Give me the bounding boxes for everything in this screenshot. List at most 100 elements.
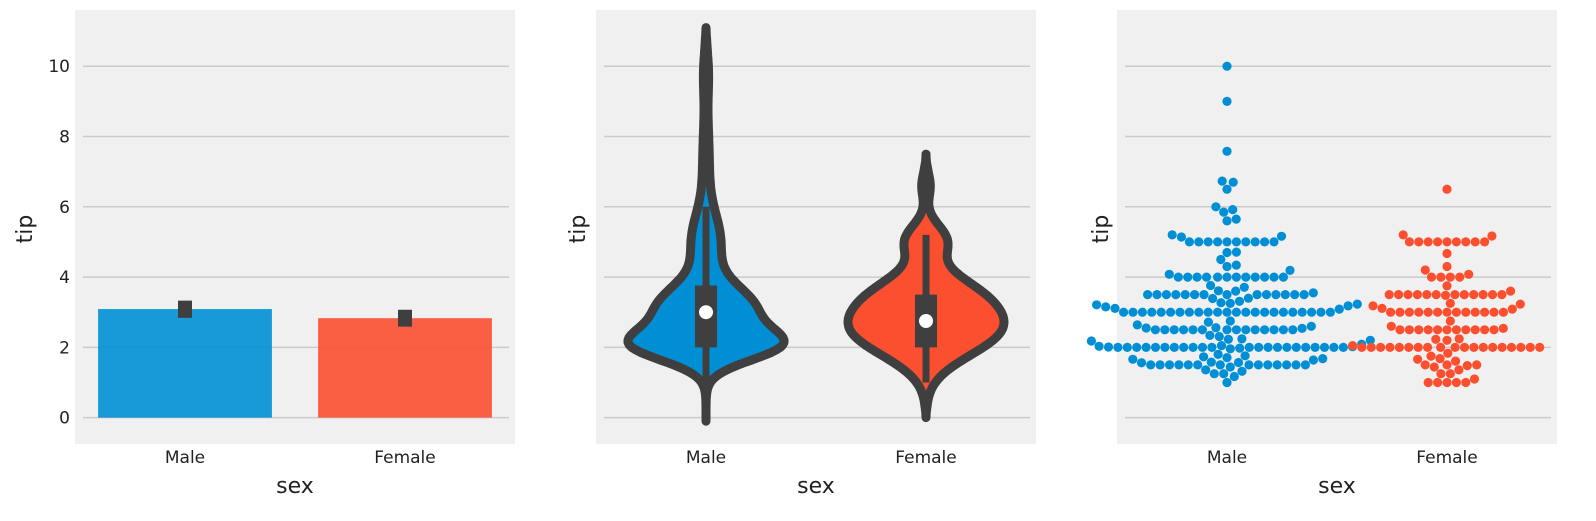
- y-axis-label: tip: [566, 215, 591, 244]
- swarm-point-female: [1442, 335, 1452, 345]
- swarm-point-female: [1462, 361, 1472, 371]
- swarm-point-male: [1141, 323, 1151, 333]
- swarm-point-male: [1269, 307, 1279, 317]
- swarm-point-male: [1291, 360, 1301, 370]
- swarm-point-female: [1480, 307, 1490, 317]
- swarm-point-female: [1436, 272, 1446, 282]
- swarm-point-male: [1175, 307, 1185, 317]
- swarm-point-female: [1394, 342, 1404, 352]
- x-axis-label: sex: [1318, 474, 1356, 499]
- swarm-point-male: [1237, 366, 1247, 376]
- swarm-point-male: [1206, 357, 1216, 367]
- swarm-point-male: [1201, 272, 1212, 282]
- swarm-point-female: [1454, 365, 1464, 375]
- swarm-point-male: [1278, 272, 1288, 282]
- swarm-point-male: [1205, 330, 1215, 340]
- swarm-point-male: [1207, 342, 1217, 352]
- swarm-point-male: [1250, 307, 1260, 317]
- swarm-point-female: [1442, 307, 1452, 317]
- swarm-point-male: [1171, 290, 1181, 300]
- swarm-point-female: [1414, 325, 1424, 335]
- swarm-point-male: [1338, 342, 1348, 352]
- swarm-point-male: [1301, 342, 1311, 352]
- swarm-point-male: [1231, 325, 1241, 335]
- swarm-point-male: [1269, 237, 1279, 247]
- swarm-point-female: [1487, 290, 1498, 300]
- swarm-point-male: [1166, 307, 1176, 317]
- median-point-male: [699, 305, 713, 320]
- swarm-point-female: [1445, 272, 1455, 282]
- swarm-point-male: [1222, 146, 1232, 156]
- swarm-point-female: [1395, 307, 1405, 317]
- swarm-point-male: [1319, 342, 1330, 352]
- swarm-point-female: [1412, 290, 1422, 300]
- swarm-point-male: [1141, 342, 1151, 352]
- swarm-point-male: [1278, 325, 1288, 335]
- swarm-point-female: [1469, 374, 1480, 384]
- swarm-point-female: [1461, 377, 1471, 388]
- swarm-point-male: [1113, 342, 1123, 352]
- swarm-point-male: [1225, 344, 1235, 354]
- swarm-point-female: [1480, 237, 1490, 247]
- panel-3: Male Female sex tip: [1086, 10, 1557, 499]
- swarm-point-male: [1203, 317, 1213, 327]
- swarm-point-male: [1300, 360, 1310, 370]
- swarm-point-male: [1222, 325, 1232, 335]
- swarm-point-female: [1385, 342, 1395, 352]
- swarm-point-male: [1231, 307, 1241, 317]
- swarm-point-male: [1225, 298, 1235, 308]
- swarm-point-female: [1384, 290, 1394, 300]
- swarm-point-female: [1445, 369, 1455, 379]
- swarm-point-male: [1211, 202, 1221, 212]
- swarm-point-male: [1252, 290, 1262, 300]
- swarm-point-male: [1222, 216, 1232, 226]
- swarm-point-male: [1094, 341, 1104, 351]
- swarm-point-female: [1429, 362, 1439, 372]
- y-tick-label: 10: [48, 57, 70, 77]
- swarm-point-male: [1261, 290, 1272, 300]
- swarm-point-female: [1469, 342, 1479, 352]
- swarm-point-male: [1119, 307, 1129, 317]
- swarm-point-male: [1291, 342, 1301, 352]
- bar-female: [318, 318, 492, 418]
- swarm-point-male: [1147, 307, 1157, 317]
- swarm-point-male: [1197, 325, 1207, 335]
- swarm-point-female: [1506, 342, 1517, 352]
- swarm-point-female: [1470, 237, 1480, 247]
- swarm-point-male: [1260, 307, 1270, 317]
- swarm-point-male: [1209, 369, 1219, 379]
- swarm-point-female: [1414, 237, 1424, 247]
- swarm-point-male: [1278, 307, 1288, 317]
- swarm-point-male: [1122, 342, 1132, 352]
- y-tick-label: 2: [59, 338, 70, 358]
- swarm-point-male: [1197, 342, 1208, 352]
- swarm-point-male: [1201, 365, 1211, 375]
- y-tick-label: 0: [59, 409, 70, 429]
- swarm-point-male: [1329, 342, 1339, 352]
- swarm-point-female: [1454, 334, 1464, 344]
- swarm-point-male: [1086, 336, 1096, 346]
- swarm-point-female: [1394, 290, 1404, 300]
- swarm-point-male: [1188, 325, 1198, 335]
- swarm-point-male: [1308, 288, 1318, 298]
- swarm-point-male: [1136, 358, 1147, 368]
- median-point-female: [919, 314, 933, 329]
- swarm-point-male: [1176, 232, 1186, 242]
- swarm-point-male: [1237, 334, 1247, 344]
- swarm-point-female: [1443, 348, 1453, 358]
- swarm-point-male: [1334, 304, 1344, 314]
- swarm-point-male: [1231, 247, 1241, 257]
- x-tick-label-male: Male: [165, 448, 205, 468]
- swarm-point-male: [1282, 342, 1292, 352]
- swarm-point-male: [1250, 325, 1260, 335]
- swarm-point-male: [1222, 261, 1232, 272]
- swarm-point-male: [1203, 307, 1213, 317]
- swarm-point-male: [1150, 325, 1160, 335]
- swarm-point-female: [1478, 342, 1488, 352]
- panel-2: Male Female sex tip: [566, 10, 1036, 499]
- swarm-point-female: [1366, 342, 1376, 352]
- swarm-point-male: [1244, 342, 1254, 352]
- swarm-point-female: [1404, 237, 1414, 247]
- swarm-point-male: [1234, 296, 1245, 306]
